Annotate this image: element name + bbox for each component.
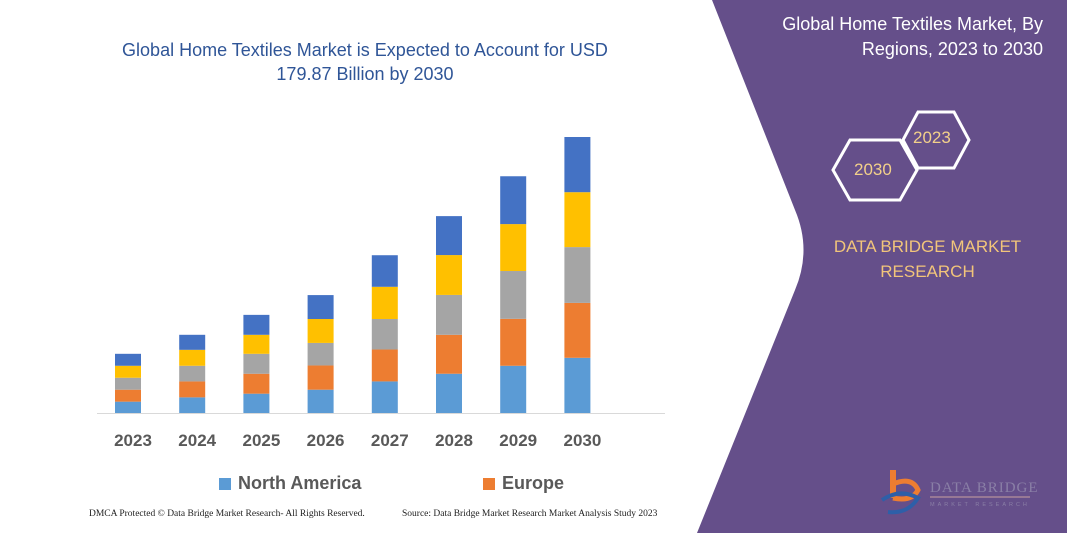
bar-segment-2027-europe [371,349,398,382]
x-tick-label: 2028 [435,431,473,450]
legend-item-north-america: North America [219,473,361,494]
hex-2023 [901,110,971,170]
x-tick-label: 2024 [178,431,216,450]
legend-label: Europe [502,473,565,493]
bar-segment-2030-north-america [564,357,591,413]
hex-label-2023: 2023 [913,128,951,147]
legend-label: North America [238,473,362,493]
x-tick-label: 2023 [114,431,152,450]
bar-segment-2026-series-4 [307,319,334,343]
bar-segment-2027-series-4 [371,286,398,320]
bar-segment-2028-series-4 [436,255,462,295]
bar-segment-2027-series-5 [371,255,398,287]
bar-segment-2029-series-3 [500,271,527,319]
bar-segment-2024-north-america [179,397,206,413]
bar-segment-2026-series-5 [307,295,334,320]
x-tick-label: 2025 [242,431,280,450]
bar-segment-2029-europe [500,318,527,366]
legend-swatch [483,477,495,490]
bar-segment-2028-north-america [436,373,462,413]
data-bridge-logo: DATA BRIDGE MARKET RESEARCH [880,470,1039,515]
bar-segment-2024-europe [179,381,206,398]
bar-segment-2025-series-5 [243,314,270,335]
copyright-text: DMCA Protected © Data Bridge Market Rese… [89,509,365,519]
bar-segment-2029-series-5 [500,176,527,225]
bar-segment-2027-series-3 [371,319,398,350]
stacked-bar-chart: 2023 2024 2025 2026 2027 2028 2029 2030 [97,137,665,450]
bar-segment-2023-europe [115,389,141,402]
bar-segment-2029-north-america [500,365,527,413]
x-tick-label: 2030 [563,431,601,450]
bar-segment-2026-series-3 [307,342,334,366]
bar-segment-2030-series-3 [564,247,591,303]
bar-segment-2028-series-3 [436,294,462,335]
bar-segment-2025-north-america [243,393,270,413]
legend-swatch [219,477,231,490]
source-text: Source: Data Bridge Market Research Mark… [402,509,658,519]
bar-segment-2024-series-4 [179,349,206,366]
bar-segment-2025-europe [243,373,270,394]
bar-segment-2028-series-5 [436,216,462,256]
bar-segment-2023-series-3 [115,377,141,390]
bar-segment-2024-series-3 [179,365,206,382]
brand-text: DATA BRIDGE MARKET RESEARCH [833,237,1022,281]
bar-segment-2026-europe [307,365,334,390]
hex-2030 [831,138,919,202]
bar-segment-2027-north-america [371,381,398,413]
chart-title: Global Home Textiles Market is Expected … [122,40,608,84]
bar-segment-2030-series-4 [564,192,591,248]
x-tick-label: 2027 [371,431,409,450]
bar-segment-2023-series-4 [115,365,141,378]
bar-segment-2025-series-4 [243,334,270,354]
bar-segment-2028-europe [436,334,462,374]
legend-item-europe: Europe [483,473,564,494]
bar-segment-2026-north-america [307,389,334,413]
side-panel-title: Global Home Textiles Market, By Regions,… [782,14,1043,59]
bar-segment-2024-series-5 [179,334,206,350]
bar-segment-2030-series-5 [564,137,591,193]
bar-segment-2023-series-5 [115,353,141,366]
x-tick-label: 2029 [499,431,537,450]
x-tick-label: 2026 [307,431,345,450]
bar-segment-2030-europe [564,302,591,358]
svg-text:MARKET RESEARCH: MARKET RESEARCH [930,502,1030,508]
bar-segment-2029-series-4 [500,224,527,272]
svg-text:DATA BRIDGE: DATA BRIDGE [930,480,1039,496]
bar-segment-2025-series-3 [243,353,270,374]
bar-segment-2023-north-america [115,401,141,413]
hex-label-2030: 2030 [854,160,892,179]
